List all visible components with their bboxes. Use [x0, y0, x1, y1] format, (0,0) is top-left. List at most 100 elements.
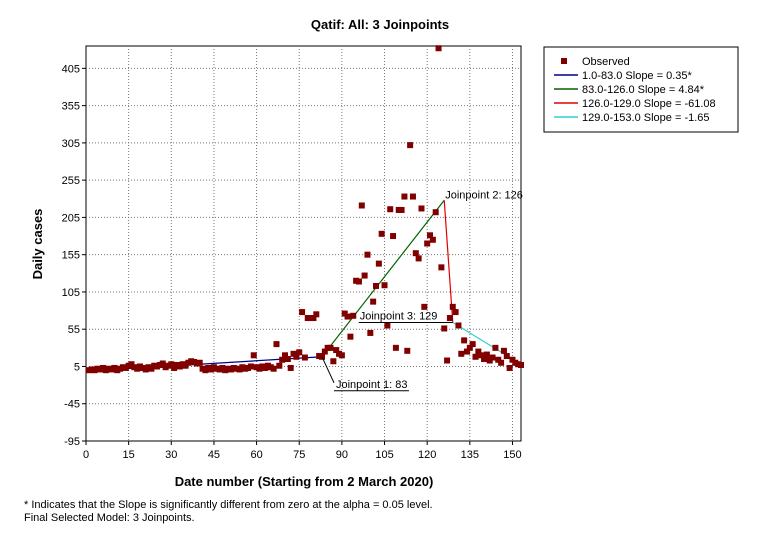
legend: Observed 1.0-83.0 Slope = 0.35* 83.0-126.0…	[543, 46, 739, 133]
observed-point	[287, 364, 294, 371]
observed-point	[367, 329, 374, 336]
legend-segment-label: 1.0-83.0 Slope = 0.35*	[582, 70, 692, 82]
observed-point	[361, 272, 368, 279]
observed-point	[441, 325, 448, 332]
observed-point	[427, 232, 434, 239]
observed-point	[327, 344, 334, 351]
observed-point	[350, 312, 357, 319]
observed-point	[472, 353, 479, 360]
observed-point	[461, 337, 468, 344]
observed-point	[498, 359, 505, 366]
trend-segment-line	[321, 199, 445, 358]
y-tick-label: 55	[68, 324, 80, 336]
observed-point	[421, 303, 428, 310]
observed-point	[489, 354, 496, 361]
observed-point	[409, 193, 416, 200]
observed-point	[432, 209, 439, 216]
chart-title: Qatif: All: 3 Joinpoints	[311, 17, 449, 32]
observed-point	[321, 348, 328, 355]
observed-point	[344, 313, 351, 320]
observed-point	[378, 230, 385, 237]
observed-point	[478, 352, 485, 359]
x-tick-label: 150	[503, 449, 521, 461]
joinpoint-chart: Qatif: All: 3 Joinpoints 0 15 30 45 60 75 90 10…	[30, 17, 739, 489]
y-tick-label: 155	[62, 250, 80, 262]
observed-point	[506, 364, 513, 371]
observed-point	[429, 236, 436, 243]
observed-point	[296, 349, 303, 356]
observed-point	[293, 353, 300, 360]
observed-point	[159, 360, 166, 367]
legend-observed-marker	[561, 58, 567, 64]
joinpoint-annotations: Joinpoint 1: 83 Joinpoint 2: 126 Joinpoint…	[321, 189, 523, 392]
x-tick-label: 0	[83, 449, 89, 461]
y-tick-label: 105	[62, 287, 80, 299]
observed-point	[387, 206, 394, 213]
x-tick-label: 15	[123, 449, 135, 461]
observed-point	[452, 309, 459, 316]
x-axis-ticks: 0 15 30 45 60 75 90 105 120 135 150	[83, 441, 522, 461]
observed-point	[247, 363, 254, 370]
observed-point	[373, 282, 379, 289]
observed-point	[404, 347, 411, 354]
observed-point	[455, 322, 462, 329]
joinpoint-2-label: Joinpoint 2: 126	[445, 189, 523, 201]
observed-point	[313, 311, 320, 318]
observed-point	[338, 352, 345, 359]
legend-observed-label: Observed	[582, 56, 630, 68]
footnote-significance: * Indicates that the Slope is significan…	[24, 499, 433, 511]
y-tick-label: 405	[62, 63, 80, 75]
observed-point	[250, 352, 257, 359]
observed-points	[85, 45, 524, 374]
observed-point	[500, 347, 507, 354]
observed-point	[415, 255, 422, 262]
observed-point	[503, 353, 510, 360]
x-tick-label: 105	[375, 449, 393, 461]
observed-point	[168, 361, 175, 368]
x-axis-label: Date number (Starting from 2 March 2020)	[175, 474, 434, 489]
observed-point	[381, 282, 388, 289]
legend-segment-label: 126.0-129.0 Slope = -61.08	[582, 98, 716, 110]
legend-segment-label: 129.0-153.0 Slope = -1.65	[582, 112, 710, 124]
observed-point	[196, 359, 203, 366]
observed-point	[301, 354, 308, 361]
observed-point	[355, 278, 362, 285]
observed-point	[279, 356, 286, 363]
observed-point	[481, 356, 488, 363]
x-tick-label: 30	[165, 449, 177, 461]
footnote-final-model: Final Selected Model: 3 Joinpoints.	[24, 512, 195, 524]
observed-point	[270, 365, 277, 372]
x-tick-label: 60	[250, 449, 262, 461]
observed-point	[466, 344, 473, 351]
observed-point	[446, 315, 453, 322]
y-axis-label: Daily cases	[30, 209, 45, 280]
joinpoint-1-leader	[321, 356, 335, 383]
y-tick-label: 305	[62, 138, 80, 150]
observed-point	[284, 356, 291, 363]
legend-items: Observed 1.0-83.0 Slope = 0.35* 83.0-126.0…	[554, 56, 716, 124]
x-tick-label: 45	[208, 449, 220, 461]
observed-point	[358, 202, 365, 209]
observed-point	[398, 206, 405, 213]
observed-point	[492, 344, 499, 351]
legend-segment-label: 83.0-126.0 Slope = 4.84*	[582, 84, 705, 96]
observed-point	[370, 298, 377, 305]
observed-point	[435, 45, 442, 52]
y-tick-label: -45	[64, 399, 80, 411]
observed-point	[458, 350, 465, 357]
y-tick-label: 205	[62, 212, 80, 224]
x-tick-label: 75	[293, 449, 305, 461]
observed-point	[407, 142, 414, 149]
observed-point	[463, 348, 470, 355]
observed-point	[330, 358, 337, 365]
observed-point	[412, 250, 419, 257]
observed-point	[364, 251, 371, 258]
x-tick-label: 135	[461, 449, 479, 461]
x-tick-label: 120	[418, 449, 436, 461]
observed-point	[518, 361, 524, 368]
observed-point	[444, 357, 451, 364]
x-tick-label: 90	[336, 449, 348, 461]
observed-point	[299, 309, 306, 316]
observed-point	[418, 205, 425, 212]
joinpoint-3-label: Joinpoint 3: 129	[360, 311, 438, 323]
